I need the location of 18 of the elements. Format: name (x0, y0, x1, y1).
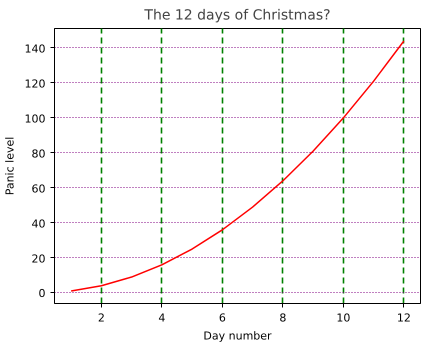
x-tick-label: 6 (218, 312, 226, 324)
x-tick-label: 8 (279, 312, 286, 324)
x-tick-label: 4 (158, 312, 166, 324)
line-series (70, 40, 405, 292)
y-axis-title: Panic level (4, 136, 17, 196)
y-tick-label: 0 (38, 287, 46, 300)
y-tick-label: 20 (32, 252, 46, 266)
y-tick-label: 100 (24, 112, 46, 126)
x-axis-title: Day number (203, 330, 272, 342)
y-tick-label: 60 (32, 182, 46, 196)
x-tick-label: 12 (396, 312, 411, 324)
y-tick-label: 40 (32, 217, 46, 230)
x-tick-label: 2 (98, 312, 105, 324)
y-tick-label: 140 (24, 42, 46, 56)
x-tick-label: 10 (336, 312, 350, 324)
chart-title: The 12 days of Christmas? (143, 8, 331, 24)
y-tick-label: 120 (24, 77, 46, 90)
y-tick-label: 80 (32, 147, 46, 160)
